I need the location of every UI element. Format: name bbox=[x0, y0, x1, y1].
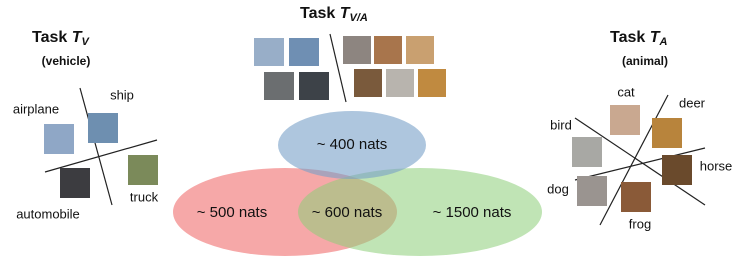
right-title: Task TA bbox=[610, 29, 668, 48]
class-label: truck bbox=[130, 189, 159, 204]
venn-label: ~ 500 nats bbox=[197, 204, 267, 221]
class-label: airplane bbox=[13, 101, 59, 116]
venn-label: ~ 1500 nats bbox=[433, 204, 512, 221]
class-label: horse bbox=[700, 158, 733, 173]
left-title: Task TV bbox=[32, 29, 91, 48]
class-label: bird bbox=[550, 117, 572, 132]
class-label: frog bbox=[629, 216, 651, 231]
middle-title: Task TV/A bbox=[300, 5, 368, 24]
venn-label: ~ 400 nats bbox=[317, 136, 387, 153]
right-images bbox=[572, 105, 692, 212]
figure: Task TV (vehicle) airplane ship automobi… bbox=[0, 0, 743, 256]
right-subtitle: (animal) bbox=[622, 54, 668, 68]
venn-diagram bbox=[173, 111, 542, 256]
class-label: dog bbox=[547, 181, 569, 196]
class-label: automobile bbox=[16, 206, 80, 221]
class-label: cat bbox=[617, 84, 635, 99]
middle-images bbox=[254, 34, 446, 102]
venn-label: ~ 600 nats bbox=[312, 204, 382, 221]
left-subtitle: (vehicle) bbox=[42, 54, 91, 68]
class-label: deer bbox=[679, 95, 706, 110]
class-label: ship bbox=[110, 87, 134, 102]
